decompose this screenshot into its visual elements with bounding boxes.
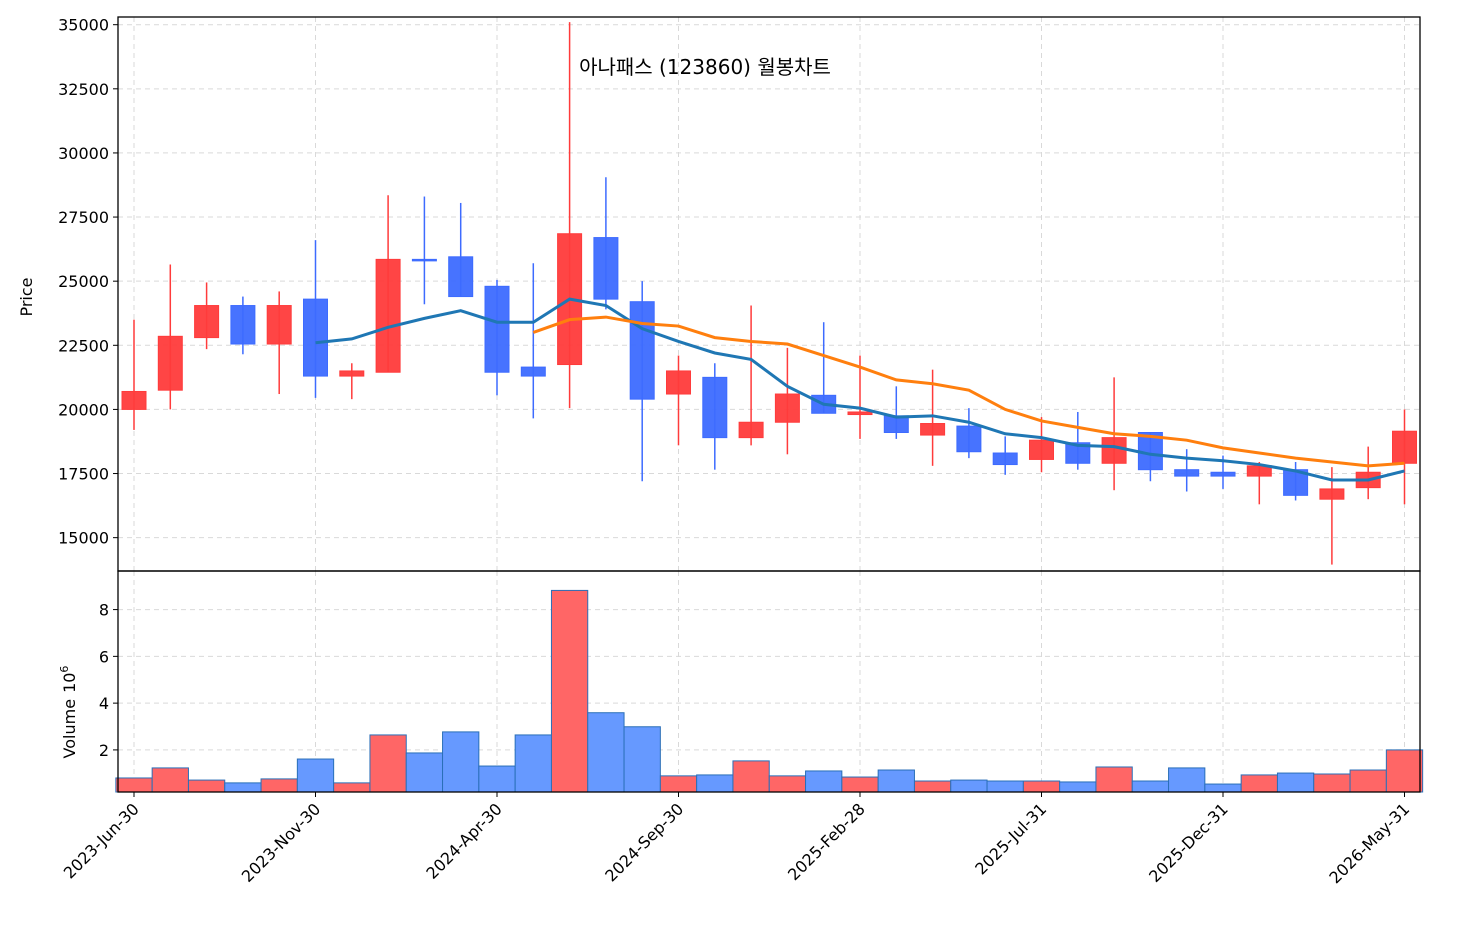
x-tick-label: 2023-Nov-30	[238, 799, 325, 886]
candle-body	[411, 258, 437, 262]
candle-body	[1065, 442, 1091, 464]
x-tick-label: 2025-Jul-31	[971, 799, 1050, 878]
volume-bar	[1095, 766, 1133, 793]
volume-bar	[296, 758, 335, 793]
volume-bar	[732, 760, 770, 793]
y-tick-label: 4	[99, 694, 109, 713]
volume-bar	[1022, 780, 1061, 793]
volume-bar	[405, 752, 444, 793]
panel-frame	[117, 16, 1421, 572]
candle-body	[121, 390, 147, 410]
volume-bar	[587, 712, 625, 793]
moving-average-line	[315, 297, 1405, 482]
volume-bar	[623, 726, 661, 793]
panel-frame	[117, 570, 1421, 793]
volume-bar	[805, 770, 843, 793]
y-tick-label: 32500	[58, 80, 109, 99]
volume-bar	[369, 734, 407, 793]
volume-bar	[1059, 781, 1097, 793]
volume-bar	[950, 779, 988, 793]
y-tick-label: 8	[99, 601, 109, 620]
candle-body	[1174, 469, 1200, 477]
candle-body	[992, 452, 1018, 466]
volume-bar	[442, 731, 480, 793]
y-tick-label: 25000	[58, 272, 109, 291]
y-tick-label: 30000	[58, 144, 109, 163]
y-tick-label: 27500	[58, 208, 109, 227]
volume-bar	[696, 774, 734, 793]
candle-body	[593, 237, 619, 300]
volume-bar	[151, 767, 189, 793]
volume-bar	[841, 776, 879, 793]
y-axis-label: Price	[17, 277, 36, 316]
volume-bar	[260, 778, 298, 793]
candle-body	[847, 411, 873, 416]
volume-bar	[659, 775, 698, 793]
x-tick-label: 2025-Dec-31	[1145, 799, 1232, 886]
y-tick-label: 17500	[58, 465, 109, 484]
candle-body	[956, 425, 982, 453]
volume-bar	[1131, 780, 1170, 793]
moving-average-line	[532, 315, 1405, 468]
candle-body	[375, 258, 401, 373]
candle-body	[1101, 437, 1127, 464]
volume-bar	[1276, 772, 1315, 793]
candle-body	[303, 298, 328, 377]
y-tick-label: 15000	[58, 529, 109, 548]
volume-bar	[1313, 773, 1351, 793]
volume-bar	[913, 780, 952, 793]
volume-bar	[1240, 774, 1278, 793]
y-tick-label: 22500	[58, 336, 109, 355]
candle-body	[230, 305, 256, 345]
volume-bar	[224, 782, 262, 793]
y-tick-label: 20000	[58, 400, 109, 419]
candle-body	[738, 421, 764, 439]
candle-body	[1029, 439, 1054, 460]
x-tick-label: 2024-Apr-30	[422, 799, 505, 882]
candle-body	[920, 423, 946, 436]
candle-body	[629, 301, 655, 400]
volume-bar	[768, 775, 807, 793]
candle-body	[702, 376, 728, 439]
volume-bar	[986, 780, 1024, 793]
candle-body	[157, 335, 183, 391]
volume-bar	[1168, 767, 1206, 793]
candle-body	[666, 370, 691, 395]
volume-bar	[1349, 769, 1387, 793]
y-tick-label: 2	[99, 741, 109, 760]
candle-body	[448, 256, 474, 298]
volume-bar	[333, 782, 371, 793]
scale-base: 10	[60, 673, 79, 693]
volume-bar	[187, 779, 226, 793]
volume-bar	[115, 777, 153, 793]
candle-body	[774, 393, 800, 423]
volume-label: Volume	[60, 699, 79, 759]
volume-bar	[1204, 783, 1242, 793]
chart-title: 아나패스 (123860) 월봉차트	[579, 55, 831, 79]
volume-bar	[478, 765, 516, 793]
volume-bar	[514, 734, 552, 793]
x-tick-label: 2023-Jun-30	[60, 799, 143, 882]
candle-body	[1392, 430, 1417, 464]
candle-body	[484, 285, 510, 373]
candle-body	[194, 305, 220, 339]
volume-bar	[877, 769, 915, 793]
candle-body	[1210, 471, 1236, 477]
scale-exponent: 6	[58, 666, 71, 673]
candle-body	[1319, 488, 1345, 500]
candle-body	[520, 366, 546, 377]
x-tick-label: 2026-May-31	[1325, 799, 1413, 887]
x-tick-label: 2024-Sep-30	[601, 799, 687, 885]
volume-bar	[1385, 749, 1424, 793]
candle-body	[266, 305, 292, 345]
y-tick-label: 35000	[58, 16, 109, 35]
y-tick-label: 6	[99, 647, 109, 666]
volume-axis-label: Volume 106	[58, 666, 79, 759]
volume-bar	[550, 589, 589, 793]
candle-body	[339, 370, 365, 377]
x-tick-label: 2025-Feb-28	[784, 799, 869, 884]
